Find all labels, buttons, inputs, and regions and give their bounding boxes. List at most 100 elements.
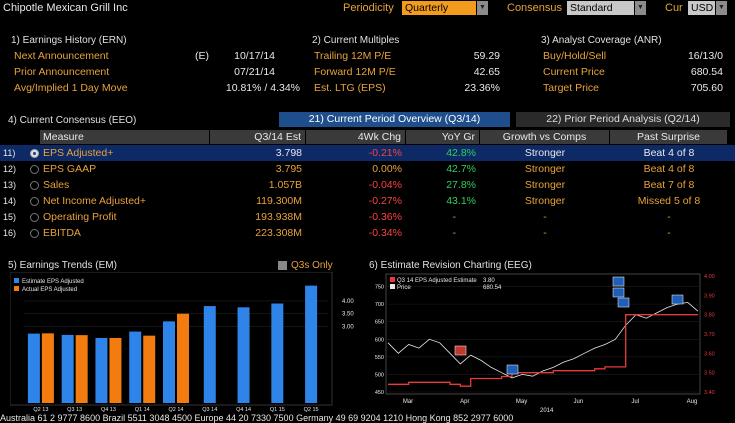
estimate-revision-title[interactable]: 6) Estimate Revision Charting (EEG) bbox=[369, 260, 532, 271]
x-tick-label: May bbox=[516, 399, 527, 405]
revision-marker[interactable] bbox=[612, 287, 625, 298]
estimate-bar[interactable] bbox=[237, 307, 250, 403]
implied-move-label: Avg/Implied 1 Day Move bbox=[14, 82, 128, 94]
tab-prior-period[interactable]: 22) Prior Period Analysis (Q2/14) bbox=[516, 112, 730, 127]
comps-value: Stronger bbox=[524, 195, 566, 207]
comps-value: - bbox=[543, 211, 547, 223]
tab-current-period[interactable]: 21) Current Period Overview (Q3/14) bbox=[279, 112, 510, 127]
table-row[interactable]: 11) EPS Adjusted+ 3.798 -0.21% 42.8% Str… bbox=[0, 145, 735, 161]
header-measure[interactable]: Measure bbox=[40, 130, 210, 144]
measure-name[interactable]: EPS GAAP bbox=[43, 163, 97, 175]
estimate-bar[interactable] bbox=[129, 331, 142, 403]
radio-button[interactable] bbox=[30, 197, 39, 206]
y-tick-label: 4.00 bbox=[342, 299, 354, 305]
next-announcement-value: 10/17/14 bbox=[234, 50, 275, 62]
consensus-title[interactable]: 4) Current Consensus (EEO) bbox=[8, 115, 137, 126]
yoy-value: 42.8% bbox=[446, 147, 476, 159]
actual-bar[interactable] bbox=[109, 337, 122, 403]
radio-button[interactable] bbox=[30, 165, 39, 174]
right-tick-label: 3.70 bbox=[704, 332, 715, 338]
header-past-surprise[interactable]: Past Surprise bbox=[610, 130, 728, 144]
left-tick-label: 600 bbox=[375, 337, 384, 343]
estimate-revision-chart: 450 500 550 600 650 700 750 3.40 3.50 3.60 3.70 3.… bbox=[368, 272, 735, 413]
actual-bar[interactable] bbox=[75, 335, 88, 403]
earnings-history-title[interactable]: 1) Earnings History (ERN) bbox=[11, 35, 127, 46]
header-yoy-growth[interactable]: YoY Gr bbox=[406, 130, 480, 144]
earnings-trends-title[interactable]: 5) Earnings Trends (EM) bbox=[8, 260, 117, 271]
left-tick-label: 750 bbox=[375, 285, 384, 291]
chevron-down-icon[interactable]: ▼ bbox=[716, 1, 727, 15]
y-tick-label: 3.00 bbox=[342, 324, 354, 330]
measure-name[interactable]: EBITDA bbox=[43, 227, 81, 239]
yoy-value: 43.1% bbox=[446, 195, 476, 207]
table-row[interactable]: 13) Sales 1.057B -0.04% 27.8% Stronger B… bbox=[0, 177, 735, 193]
y-tick-label: 3.50 bbox=[342, 312, 354, 318]
radio-button[interactable] bbox=[30, 181, 39, 190]
x-tick-label: Q3 13 bbox=[67, 407, 82, 413]
table-row[interactable]: 14) Net Income Adjusted+ 119.300M -0.27%… bbox=[0, 193, 735, 209]
surprise-value: - bbox=[667, 227, 671, 239]
estimate-bar[interactable] bbox=[271, 303, 284, 403]
measure-name[interactable]: Sales bbox=[43, 179, 70, 191]
revision-marker[interactable] bbox=[454, 345, 467, 356]
estimate-bar[interactable] bbox=[95, 337, 108, 403]
revision-marker[interactable] bbox=[612, 276, 625, 287]
yoy-value: 27.8% bbox=[446, 179, 476, 191]
radio-button[interactable] bbox=[30, 213, 39, 222]
estimate-bar[interactable] bbox=[305, 285, 318, 403]
x-tick-label: Mar bbox=[403, 399, 413, 405]
row-number: 16) bbox=[3, 228, 17, 238]
actual-bar[interactable] bbox=[177, 313, 189, 403]
table-row[interactable]: 15) Operating Profit 193.938M -0.36% - -… bbox=[0, 209, 735, 225]
q3s-only-checkbox[interactable] bbox=[278, 261, 287, 270]
forward-pe-value: 42.65 bbox=[473, 66, 500, 78]
revision-marker[interactable] bbox=[617, 297, 630, 308]
currency-dropdown[interactable]: USD bbox=[688, 1, 715, 15]
radio-button[interactable] bbox=[30, 229, 39, 238]
revision-marker[interactable] bbox=[671, 294, 684, 305]
legend-estimate-value: 3.80 bbox=[483, 278, 495, 284]
table-row[interactable]: 16) EBITDA 223.308M -0.34% - - - bbox=[0, 225, 735, 241]
radio-button[interactable] bbox=[30, 149, 39, 158]
revision-marker[interactable] bbox=[506, 364, 519, 375]
left-tick-label: 500 bbox=[375, 372, 384, 378]
estimate-bar[interactable] bbox=[163, 321, 175, 403]
implied-move-value: 10.81% / 4.34% bbox=[225, 82, 300, 94]
target-price-label: Target Price bbox=[543, 82, 600, 94]
comps-value: Stronger bbox=[524, 147, 566, 159]
legend-price-swatch bbox=[390, 284, 395, 289]
consensus-dropdown[interactable]: Standard bbox=[567, 1, 634, 15]
measure-name[interactable]: Operating Profit bbox=[43, 211, 117, 223]
header-growth-vs-comps[interactable]: Growth vs Comps bbox=[480, 130, 610, 144]
estimate-bar[interactable] bbox=[61, 334, 74, 403]
header-4wk-change[interactable]: 4Wk Chg bbox=[306, 130, 406, 144]
estimate-bar[interactable] bbox=[27, 333, 40, 403]
measure-name[interactable]: Net Income Adjusted+ bbox=[43, 195, 147, 207]
analyst-coverage-title[interactable]: 3) Analyst Coverage (ANR) bbox=[541, 35, 662, 46]
change-value: 0.00% bbox=[372, 163, 402, 175]
estimate-value: 223.308M bbox=[255, 227, 302, 239]
ltg-label: Est. LTG (EPS) bbox=[314, 82, 386, 94]
estimate-bar[interactable] bbox=[203, 306, 216, 403]
multiples-title[interactable]: 2) Current Multiples bbox=[312, 35, 400, 46]
x-tick-label: Q1 14 bbox=[135, 407, 150, 413]
left-tick-label: 550 bbox=[375, 355, 384, 361]
yoy-value: - bbox=[452, 227, 457, 239]
legend-estimate-swatch bbox=[14, 278, 19, 283]
actual-bar[interactable] bbox=[143, 335, 156, 403]
chevron-down-icon[interactable]: ▼ bbox=[477, 1, 488, 15]
estimate-line bbox=[388, 314, 698, 387]
x-tick-label: Q2 13 bbox=[33, 407, 48, 413]
table-row[interactable]: 12) EPS GAAP 3.795 0.00% 42.7% Stronger … bbox=[0, 161, 735, 177]
x-tick-label: Jul bbox=[631, 399, 639, 405]
header-estimate[interactable]: Q3/14 Est bbox=[210, 130, 306, 144]
measure-name[interactable]: EPS Adjusted+ bbox=[43, 147, 114, 159]
legend-estimate-swatch bbox=[390, 277, 395, 282]
x-tick-label: Apr bbox=[460, 399, 469, 405]
footer-contacts: Australia 61 2 9777 8600 Brazil 5511 304… bbox=[0, 413, 514, 423]
periodicity-dropdown[interactable]: Quarterly bbox=[402, 1, 476, 15]
legend-actual-label: Actual EPS Adjusted bbox=[22, 287, 77, 293]
actual-bar[interactable] bbox=[41, 333, 54, 403]
change-value: -0.34% bbox=[368, 227, 402, 239]
chevron-down-icon[interactable]: ▼ bbox=[635, 1, 646, 15]
